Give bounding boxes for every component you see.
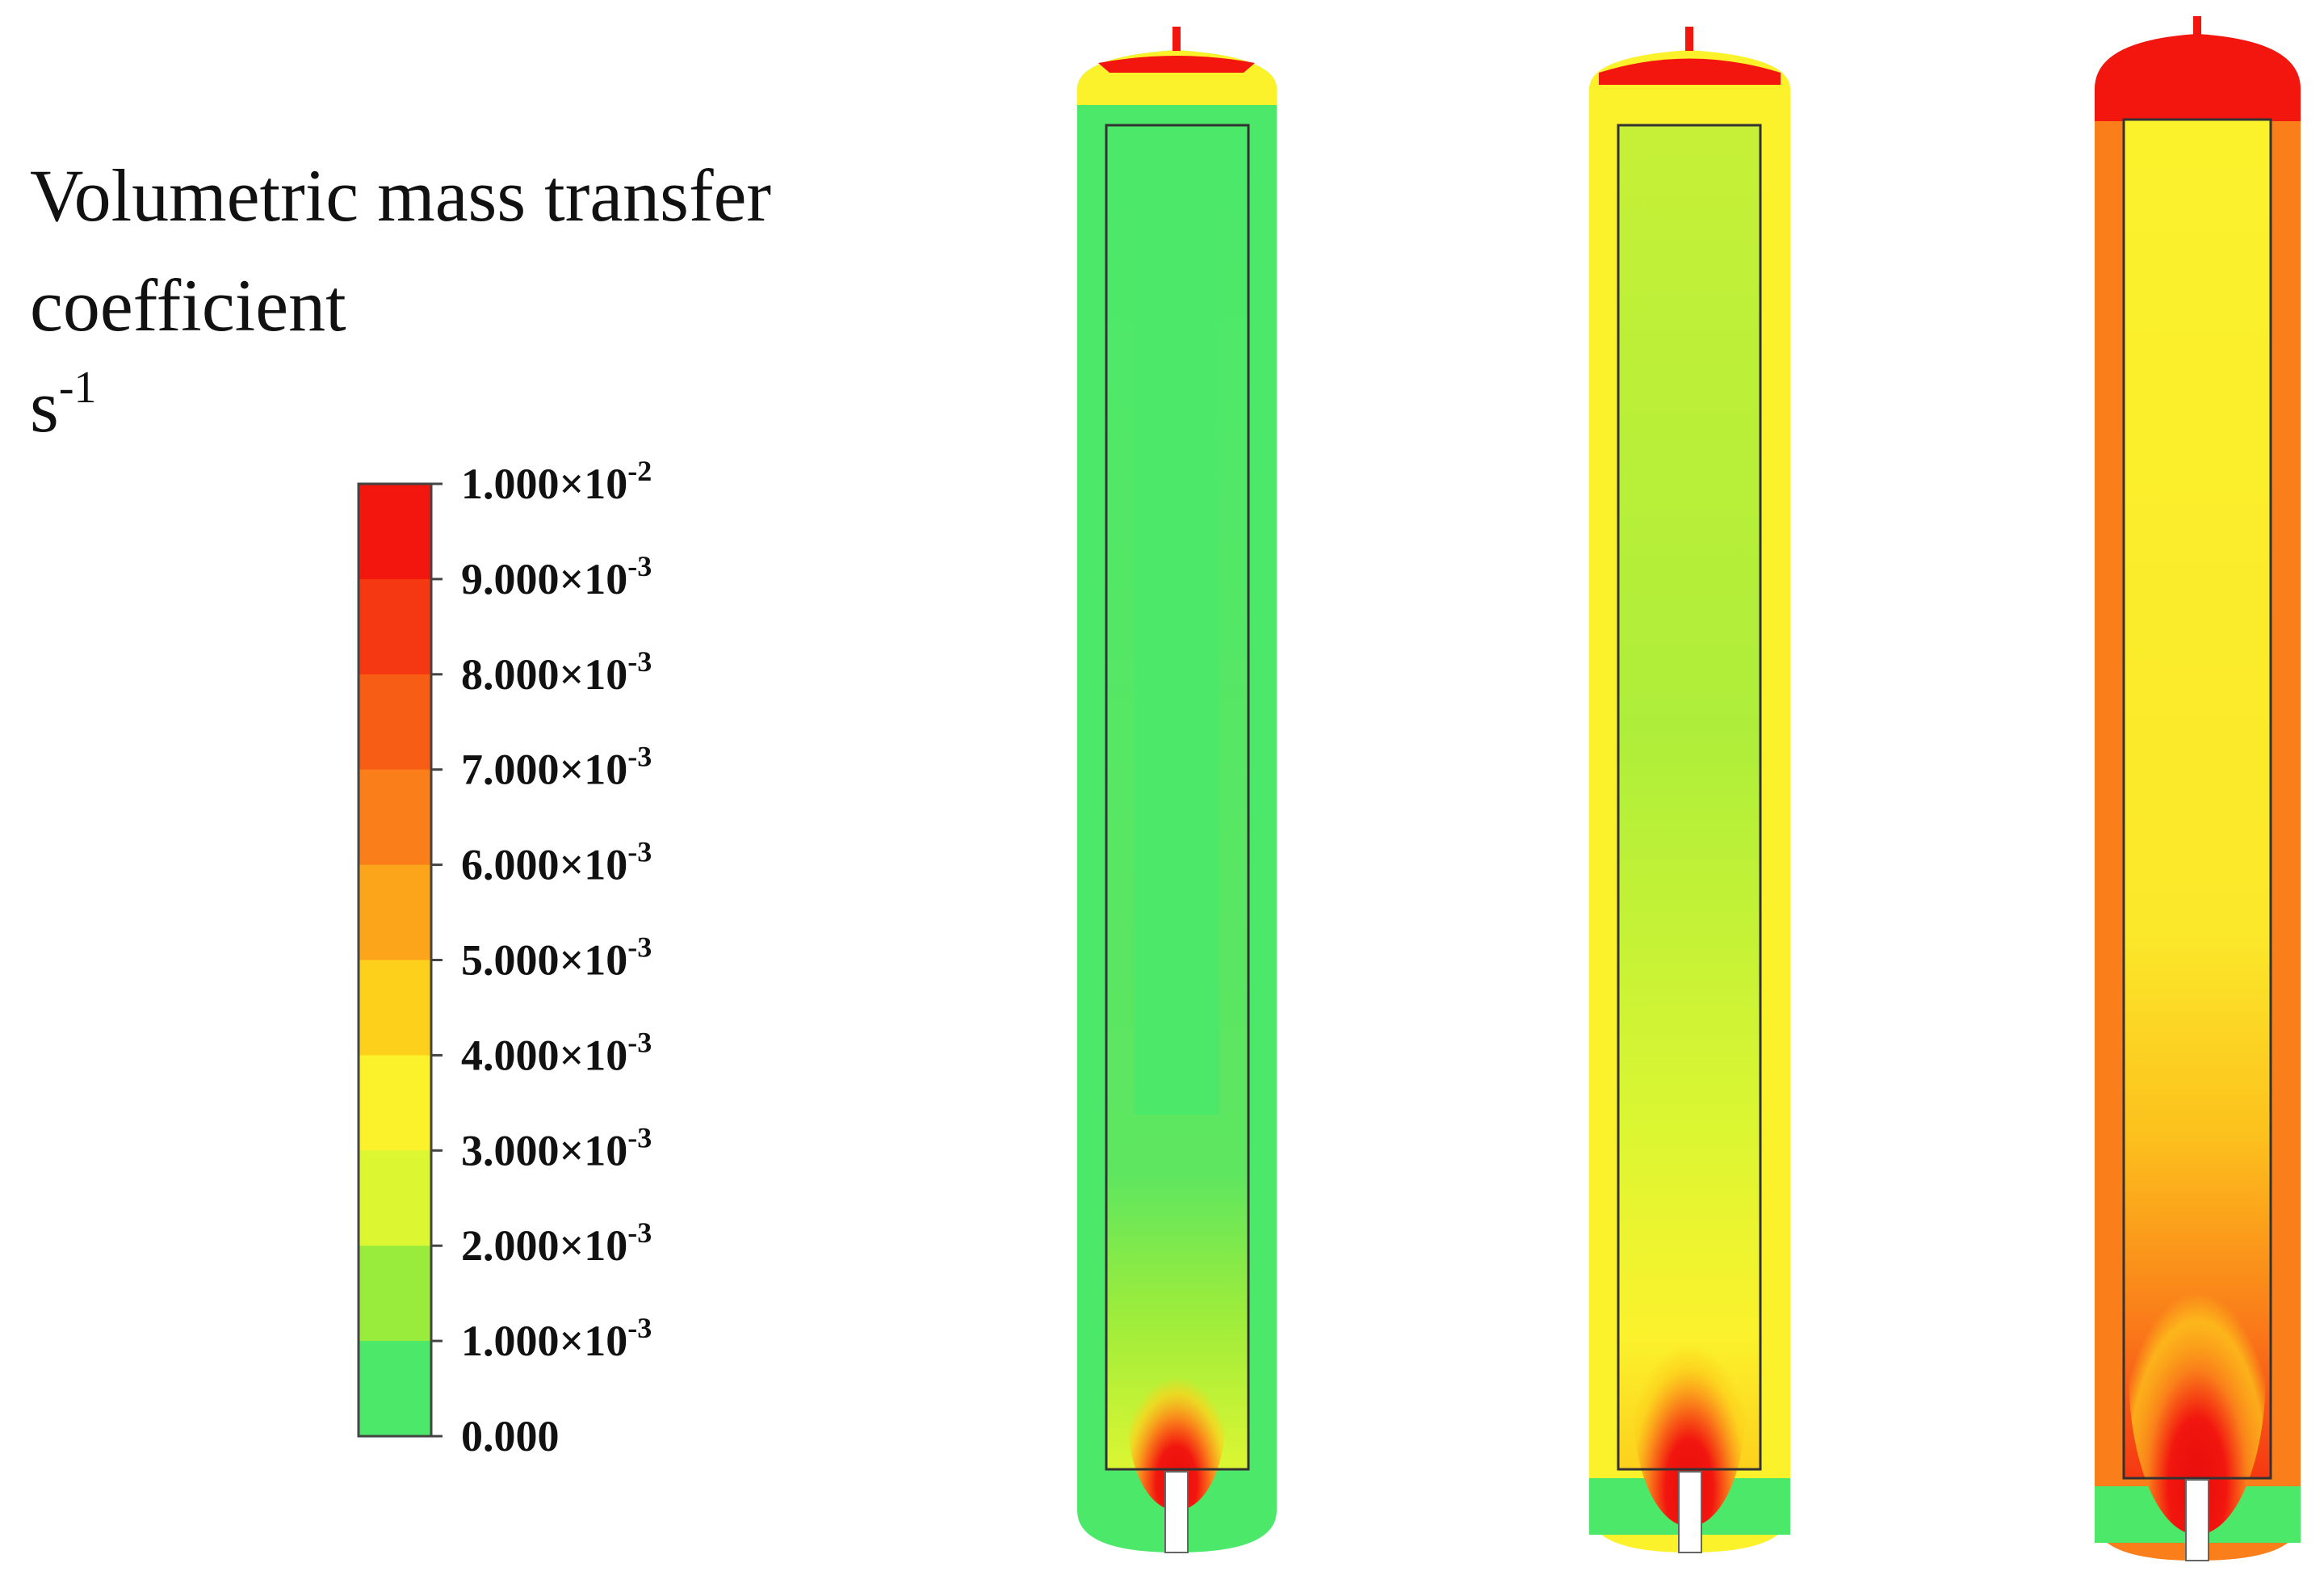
unit-exponent: -1 [59,363,97,413]
colorbar-band [359,864,431,960]
tick-exponent: -3 [627,931,652,964]
tick-exponent: -3 [627,1026,652,1058]
tick-base: 3.000×10 [461,1126,627,1174]
tick-label: 9.000×10-3 [461,550,652,603]
colorbar-band [359,769,431,866]
tick-exponent: -3 [627,1121,652,1153]
title-line: Volumetric mass transfer [30,154,771,237]
tick-label: 7.000×10-3 [461,741,652,794]
tick-label: 1.000×10-2 [461,455,652,508]
colorbar-band [359,674,431,771]
vessel [1589,27,1790,1553]
tick-exponent: -3 [627,1312,652,1344]
tick-exponent: -3 [627,645,652,678]
vessel [2095,16,2301,1561]
tick-base: 8.000×10 [461,650,627,699]
tick-exponent: -3 [627,550,652,582]
tick-base: 4.000×10 [461,1031,627,1079]
tick-base: 7.000×10 [461,746,627,794]
tick-base: 1.000×10 [461,1317,627,1365]
colorbar: 1.000×10-29.000×10-38.000×10-37.000×10-3… [357,455,652,1460]
tick-exponent: -3 [627,836,652,868]
tick-base: 0.000 [461,1412,560,1460]
tick-label: 8.000×10-3 [461,645,652,699]
tick-label: 0.000 [461,1412,560,1460]
tick-label: 5.000×10-3 [461,931,652,985]
title-line: coefficient [30,264,346,347]
colorbar-band [359,1055,431,1151]
unit-base: s [30,365,59,447]
tick-label: 3.000×10-3 [461,1121,652,1174]
vessel [1077,27,1277,1553]
colorbar-band [359,484,431,580]
tick-label: 2.000×10-3 [461,1216,652,1270]
colorbar-band [359,1150,431,1246]
colorbar-band [359,578,431,675]
colorbar-band [359,1246,431,1342]
tick-base: 9.000×10 [461,555,627,603]
tick-label: 1.000×10-3 [461,1312,652,1365]
unit: s-1 [30,363,96,447]
tick-exponent: -3 [627,1216,652,1249]
tick-base: 1.000×10 [461,460,627,508]
tick-base: 6.000×10 [461,841,627,889]
tick-label: 6.000×10-3 [461,836,652,889]
colorbar-band [359,1341,431,1437]
tick-exponent: -3 [627,741,652,773]
tick-exponent: -2 [627,455,652,487]
tick-label: 4.000×10-3 [461,1026,652,1079]
colorbar-band [359,960,431,1056]
tick-base: 5.000×10 [461,936,627,985]
tick-base: 2.000×10 [461,1221,627,1270]
